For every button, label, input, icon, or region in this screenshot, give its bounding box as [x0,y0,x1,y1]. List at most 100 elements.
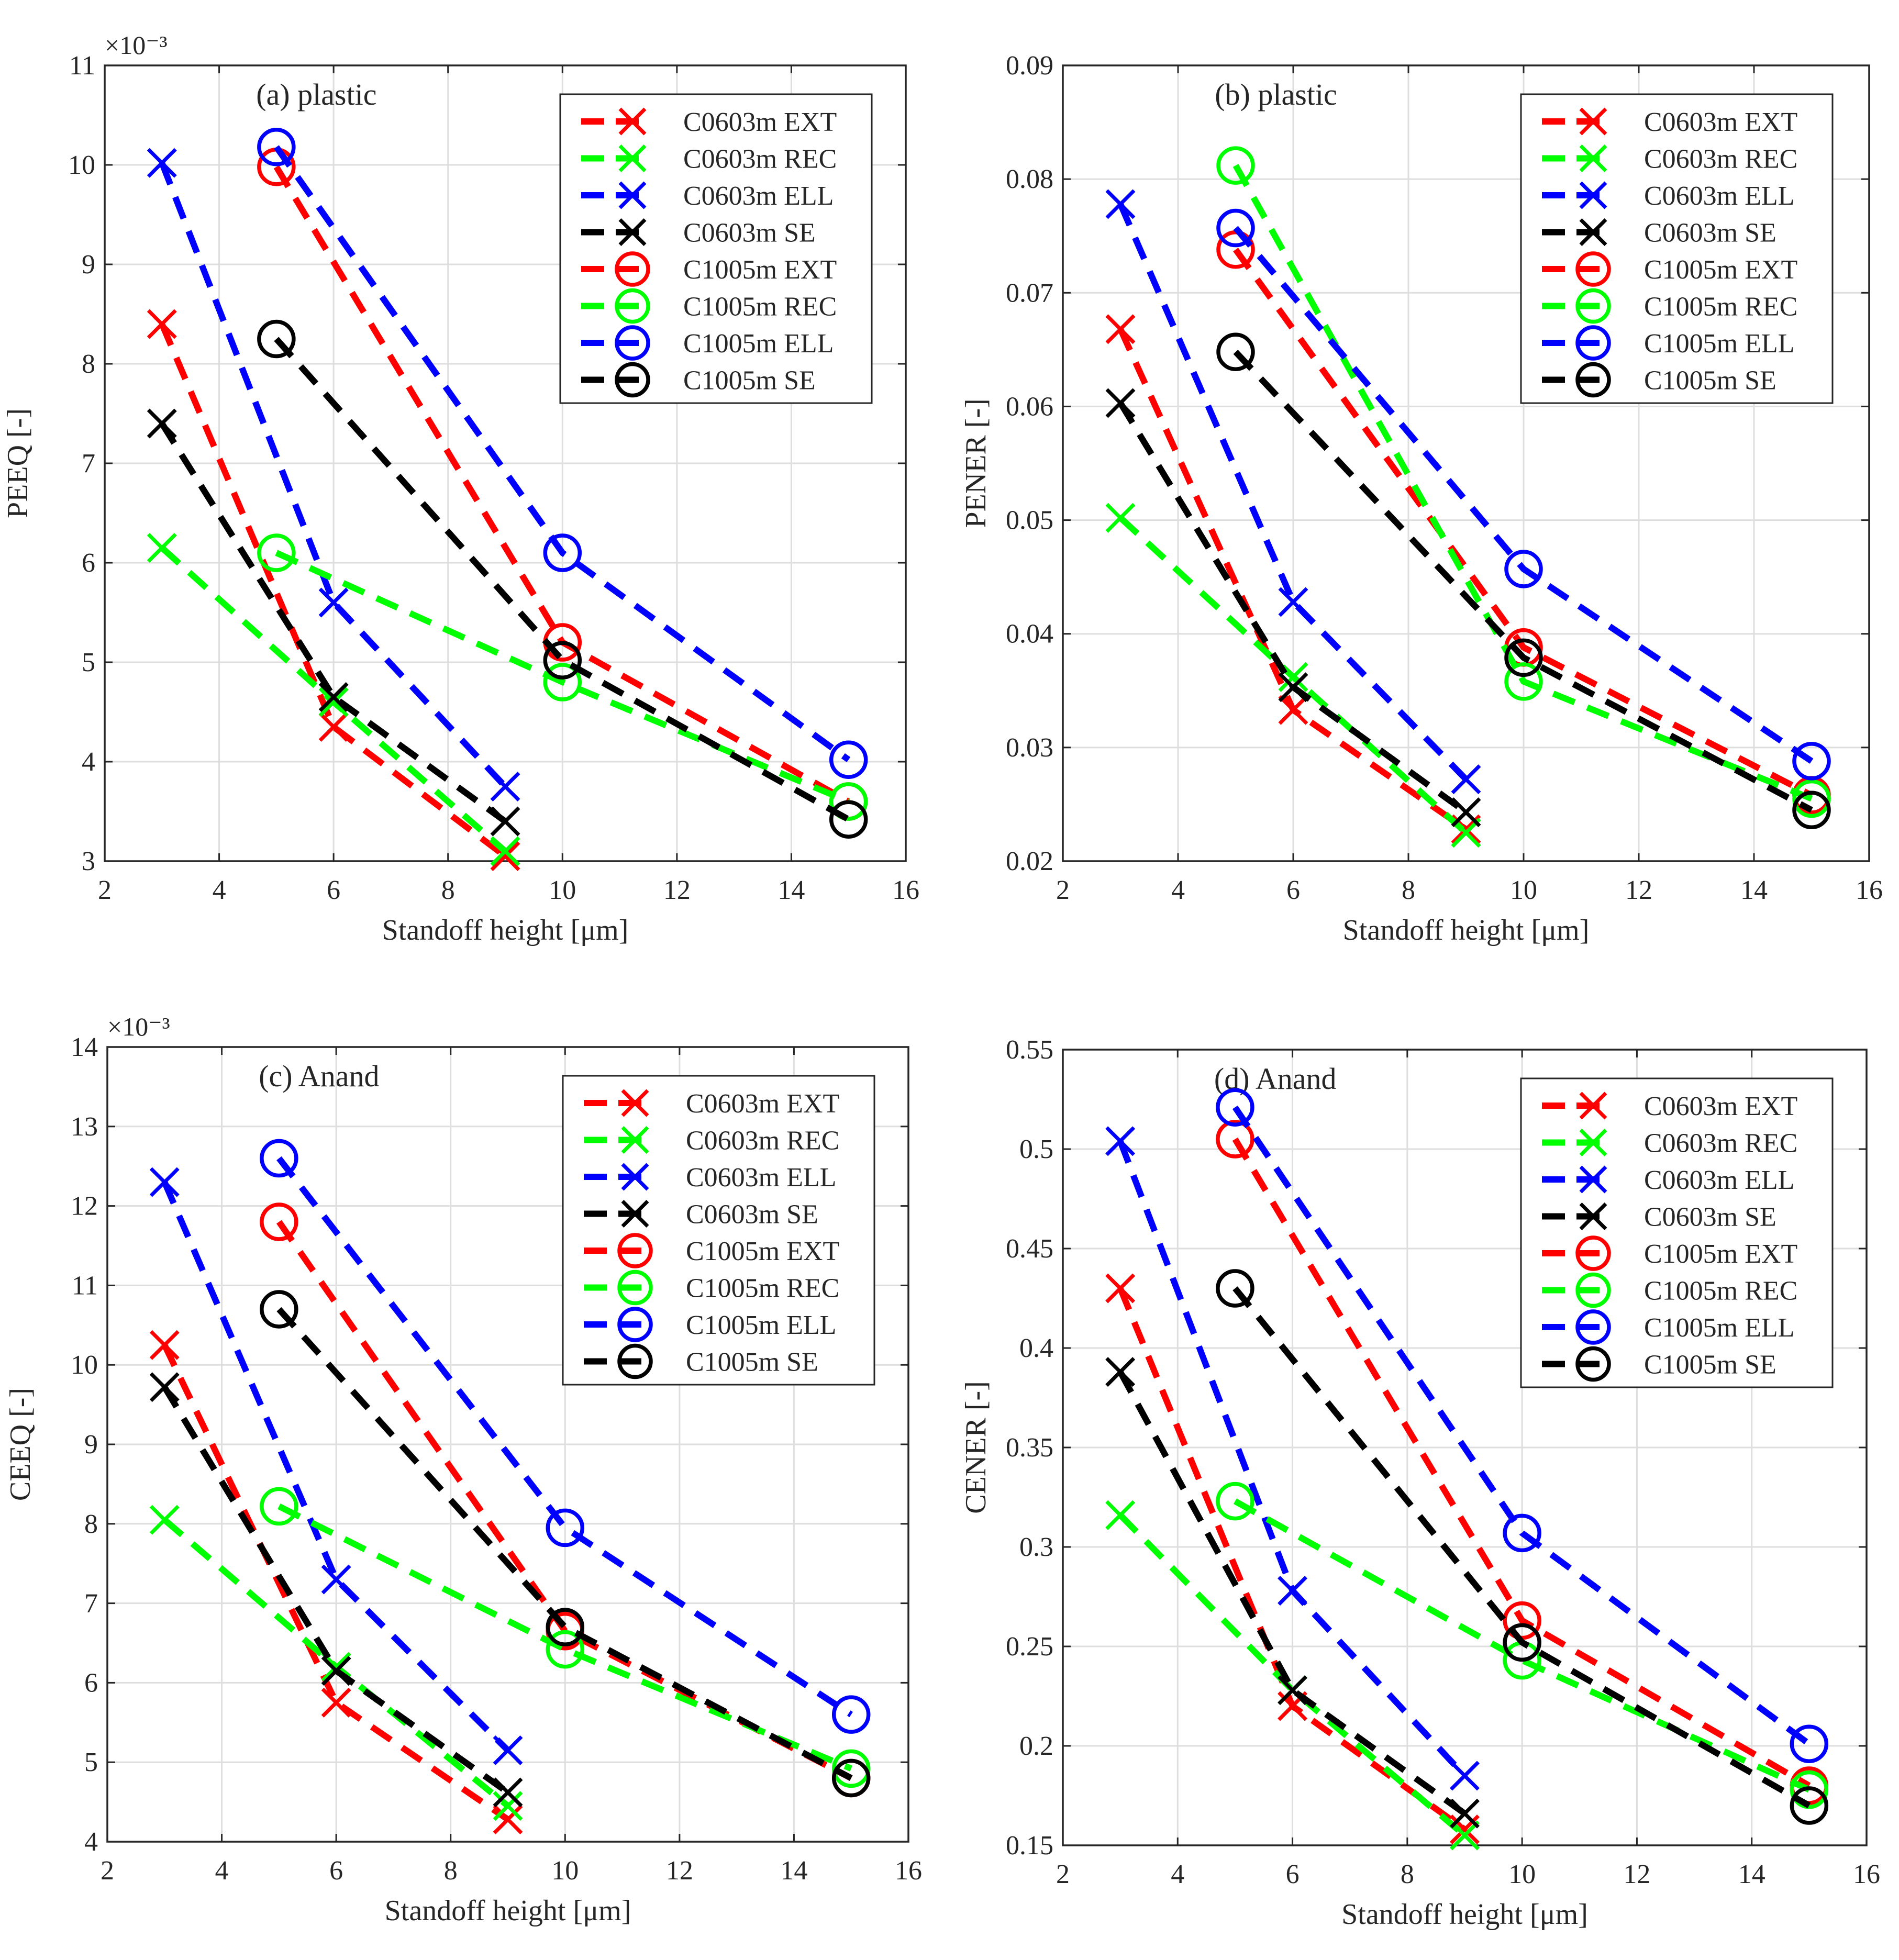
data-point [490,772,520,801]
legend-label: C1005m EXT [1644,255,1797,285]
data-point [543,533,582,572]
data-point [260,1487,298,1526]
x-tick-label: 12 [663,875,691,905]
y-tick-label: 4 [84,1827,98,1857]
x-tick-label: 8 [444,1856,458,1886]
data-point [493,1791,523,1821]
y-tick-label: 0.05 [1006,506,1053,536]
marker-stroke [1450,1761,1480,1791]
legend-marker [1575,1309,1611,1345]
data-point [1105,1357,1136,1387]
marker-stroke [1105,314,1136,344]
x-tick-label: 14 [1740,875,1768,905]
y-axis-label: PEEQ [-] [2,408,34,518]
y-tick-label: 0.5 [1019,1134,1053,1164]
marker-stroke [318,682,349,712]
legend-entry: C1005m SE [581,362,816,398]
legend-marker [618,218,647,246]
y-tick-label: 0.55 [1006,1035,1053,1065]
legend-marker [1575,1272,1611,1308]
y-exponent-label: ×10⁻³ [105,30,168,60]
marker-stroke [318,712,349,742]
marker-stroke [149,1372,180,1402]
marker-stroke [149,1505,180,1535]
x-tick-label: 12 [1623,1859,1650,1889]
series-group [147,128,868,871]
legend-entry: C1005m ELL [1542,1309,1794,1345]
legend-marker [1575,325,1611,361]
data-point [1790,1786,1829,1825]
legend-entry: C0603m ELL [581,181,834,211]
x-tick-label: 8 [1401,1859,1414,1889]
series-line [1232,164,1813,802]
marker-stroke [493,1805,523,1834]
series-c1005m-ell [1216,208,1831,781]
x-tick-label: 16 [892,875,919,905]
series-line [276,1156,853,1718]
legend-label: C0603m SE [1644,218,1776,248]
marker-stroke [147,309,177,339]
series-c0603m-ell [147,148,520,801]
x-tick-label: 14 [780,1856,807,1886]
data-point [147,408,177,439]
y-tick-label: 0.25 [1006,1632,1053,1662]
legend-box [559,93,873,404]
data-point [257,319,296,359]
legend-entry: C0603m REC [1542,1129,1797,1159]
data-point [1216,208,1255,248]
series-c1005m-rec [1216,146,1831,818]
marker-stroke [1278,1576,1308,1606]
legend-entry: C1005m ELL [1542,325,1794,361]
legend-entry: C1005m EXT [584,1233,839,1268]
data-point [1451,797,1481,828]
series-line [161,1181,510,1753]
y-tick-label: 6 [82,548,95,578]
data-point [543,641,582,680]
data-point [1278,672,1308,703]
legend-entry: C0603m SE [1542,1202,1776,1232]
legend-entry: C0603m ELL [584,1163,836,1193]
y-tick-label: 0.4 [1019,1333,1053,1363]
marker-stroke [493,1735,523,1765]
y-tick-label: 11 [69,51,95,81]
series-c0603m-ell [149,1167,523,1765]
legend-entry: C1005m SE [584,1343,818,1379]
panel-2: 2 4 6 8 10 12 14 16 0.02 0.03 0.04 0.05 0.06 0.07 0.08… [960,51,1883,946]
data-point [147,148,177,178]
legend-label: C1005m EXT [686,1237,839,1266]
legend-label: C1005m ELL [683,329,834,359]
data-point [321,1687,351,1718]
legend-label: C1005m REC [686,1274,839,1304]
x-axis-label: Standoff height [μm] [382,914,629,946]
series-c1005m-se [1216,1269,1829,1825]
series-line [1232,1137,1811,1789]
data-point [257,533,296,572]
legend-label: C0603m ELL [683,181,834,211]
legend-marker [1579,1165,1607,1194]
legend-entry: C1005m EXT [581,251,837,287]
x-tick-label: 14 [1738,1859,1765,1889]
legend-label: C0603m REC [1644,1129,1797,1159]
legend-entry: C1005m ELL [581,325,834,361]
data-point [1216,1120,1254,1159]
y-tick-label: 0.02 [1006,847,1053,876]
legend-entry: C0603m REC [1542,144,1797,174]
series-line [1232,1105,1811,1747]
marker-stroke [321,1656,351,1686]
y-tick-label: 14 [71,1032,98,1062]
marker-stroke [321,1687,351,1718]
legend-label: C1005m SE [1644,1350,1776,1380]
data-point [321,1656,351,1686]
legend: C0603m EXT C0603m REC C0603m ELL C0603m SE C… [1520,1077,1834,1388]
series-c1005m-ell [260,1139,871,1734]
data-point [1105,314,1136,344]
marker-stroke [149,1167,180,1197]
legend-marker [618,107,647,136]
data-point [1790,1770,1829,1809]
data-point [1790,1724,1829,1763]
series-line [161,1343,510,1822]
legend-marker [621,1126,649,1154]
legend-label: C1005m SE [683,366,816,396]
series-c0603m-se [147,408,520,837]
